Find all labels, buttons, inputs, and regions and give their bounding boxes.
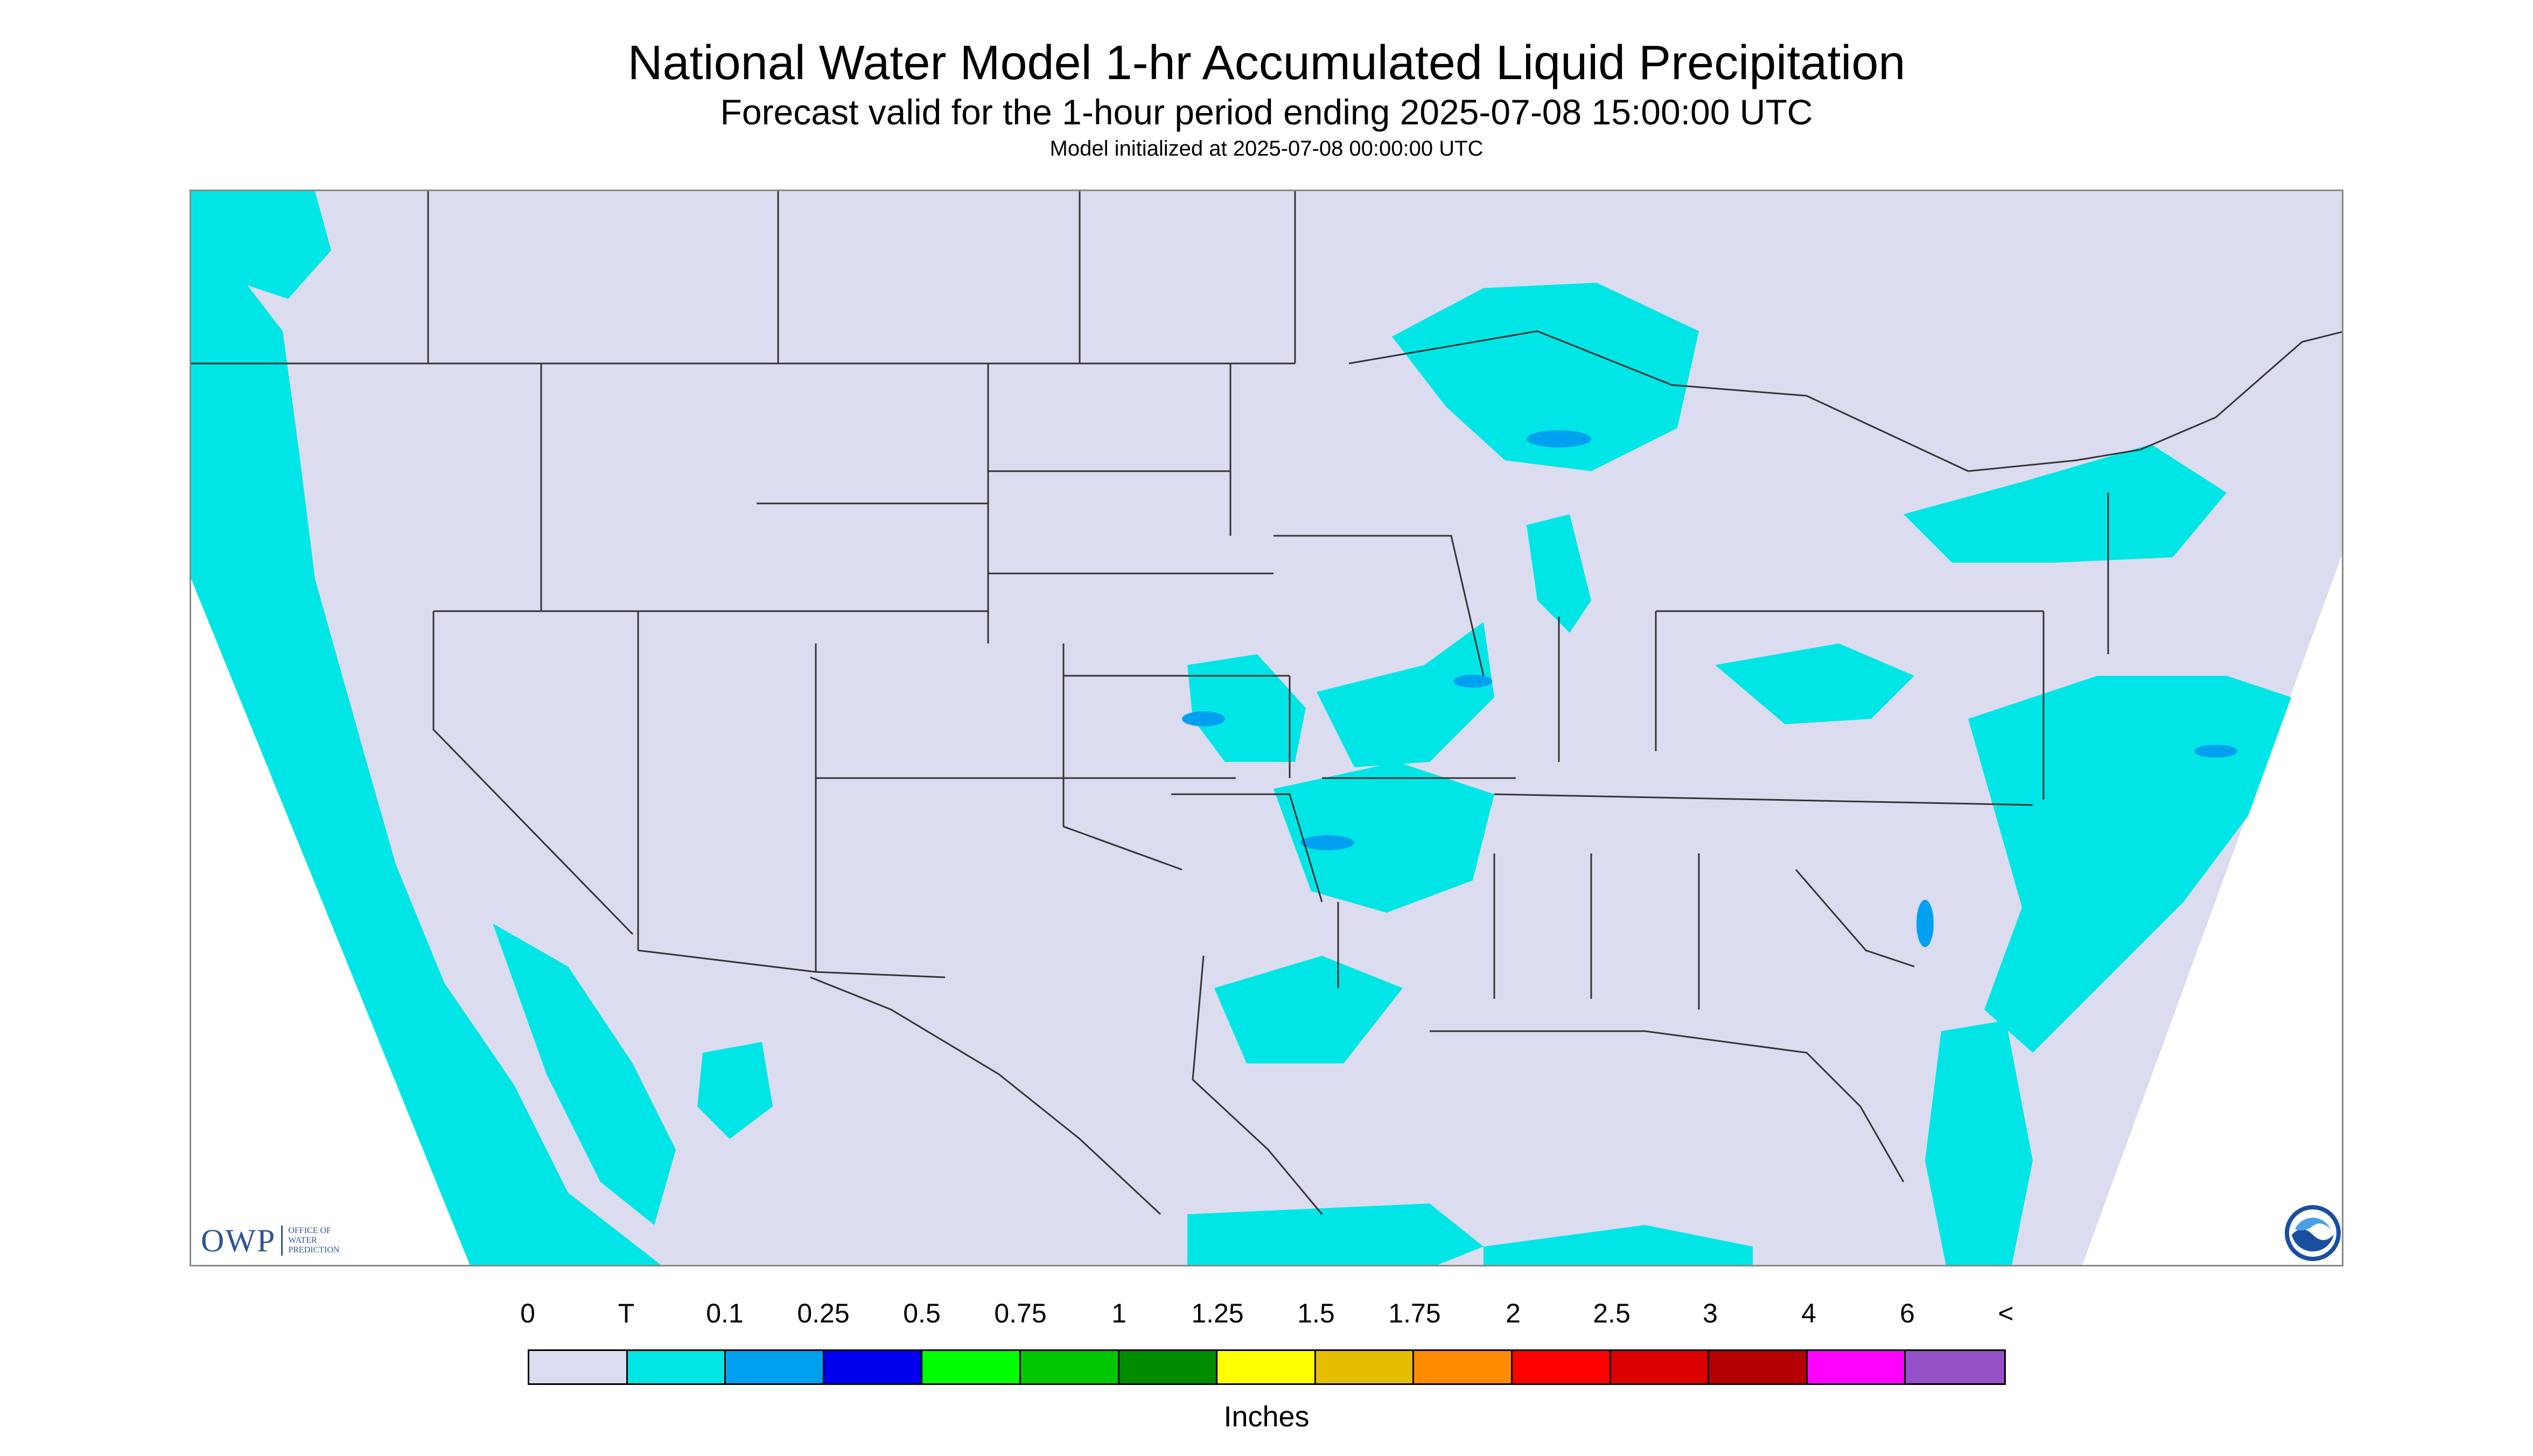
precip-mexico-south bbox=[1187, 1203, 1484, 1265]
owp-logo-divider bbox=[281, 1226, 283, 1256]
legend-swatch bbox=[922, 1351, 1021, 1383]
precip-great-lakes-north bbox=[1392, 283, 1699, 471]
precip-west-coast bbox=[191, 250, 661, 1265]
precip-pacific-sw bbox=[493, 923, 676, 1225]
precip-iowa-missouri bbox=[1317, 622, 1494, 767]
map-subtitle: Forecast valid for the 1-hour period end… bbox=[720, 92, 1813, 132]
precip-core-kansas bbox=[1182, 711, 1225, 726]
legend-swatch bbox=[824, 1351, 923, 1383]
precip-arkansas bbox=[1274, 762, 1494, 913]
precip-core-arkansas bbox=[1300, 835, 1354, 850]
precip-ohio-valley bbox=[1715, 643, 1914, 724]
state-borders bbox=[191, 191, 2342, 1215]
owp-logo-letters: OWP bbox=[201, 1222, 276, 1258]
legend-tick-label: 4 bbox=[1801, 1298, 1816, 1328]
legend-tick-label: 1.5 bbox=[1297, 1298, 1335, 1328]
legend-color-bar bbox=[528, 1349, 2006, 1385]
legend-tick-label: 0.5 bbox=[903, 1298, 941, 1328]
legend-swatch bbox=[1709, 1351, 1808, 1383]
precip-pacific-nw bbox=[191, 191, 331, 299]
legend-swatch bbox=[627, 1351, 726, 1383]
noaa-logo-icon bbox=[2285, 1205, 2341, 1261]
legend-swatch bbox=[1217, 1351, 1316, 1383]
legend-swatch bbox=[1316, 1351, 1415, 1383]
precip-core-lake-superior bbox=[1527, 430, 1591, 447]
precip-core-carolina-offshore bbox=[1916, 900, 1934, 947]
legend-tick-label: 0.25 bbox=[797, 1298, 850, 1328]
legend-tick-label: 0.1 bbox=[706, 1298, 744, 1328]
legend-swatch bbox=[726, 1351, 824, 1383]
map-title: National Water Model 1-hr Accumulated Li… bbox=[627, 36, 1906, 90]
precip-midwest bbox=[1187, 654, 1306, 762]
legend-tick-label: 3 bbox=[1703, 1298, 1718, 1328]
legend-swatch bbox=[1611, 1351, 1710, 1383]
precipitation-map: OWP Office of Water Prediction bbox=[190, 190, 2343, 1266]
map-canvas bbox=[191, 191, 2342, 1265]
legend-swatch bbox=[1020, 1351, 1119, 1383]
precip-mexico-pacific bbox=[697, 1042, 773, 1139]
legend-tick-label: T bbox=[618, 1298, 635, 1328]
precip-east-pacific bbox=[1484, 1225, 1753, 1265]
legend-tick-label: 0 bbox=[520, 1298, 535, 1328]
precip-core-illinois bbox=[1453, 675, 1492, 688]
legend-swatch bbox=[1414, 1351, 1513, 1383]
legend-tick-label: 6 bbox=[1900, 1298, 1915, 1328]
legend-units: Inches bbox=[1223, 1401, 1310, 1433]
precip-atlantic-south bbox=[1925, 1020, 2033, 1265]
legend-tick-label: 2 bbox=[1506, 1298, 1521, 1328]
legend-swatch bbox=[529, 1351, 628, 1383]
legend-tick-label: 2.5 bbox=[1593, 1298, 1631, 1328]
precip-gulf-texas bbox=[1214, 956, 1403, 1063]
legend-swatch bbox=[1906, 1351, 2004, 1383]
precip-northeast bbox=[1904, 444, 2227, 563]
legend-tick-label: 1.25 bbox=[1191, 1298, 1244, 1328]
owp-logo: OWP Office of Water Prediction bbox=[201, 1222, 353, 1259]
precip-core-atlantic bbox=[2194, 745, 2237, 758]
precip-atlantic bbox=[1968, 676, 2291, 1053]
legend-swatch bbox=[1512, 1351, 1611, 1383]
legend-tick-label: 1 bbox=[1111, 1298, 1126, 1328]
legend-tick-label: < bbox=[1998, 1298, 2014, 1328]
precip-michigan bbox=[1527, 514, 1591, 633]
legend-swatch bbox=[1119, 1351, 1218, 1383]
legend-tick-label: 1.75 bbox=[1388, 1298, 1441, 1328]
owp-logo-text: Office of Water Prediction bbox=[288, 1226, 340, 1255]
precip-areas bbox=[191, 191, 2291, 1265]
model-init-text: Model initialized at 2025-07-08 00:00:00… bbox=[1049, 137, 1484, 160]
legend-tick-label: 0.75 bbox=[994, 1298, 1047, 1328]
legend-swatch bbox=[1807, 1351, 1906, 1383]
precip-cores bbox=[1182, 430, 2237, 947]
